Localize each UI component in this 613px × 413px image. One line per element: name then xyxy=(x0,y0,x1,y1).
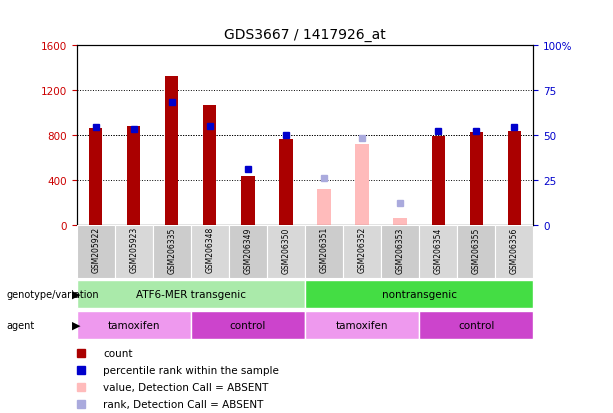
Bar xyxy=(229,225,267,279)
Bar xyxy=(470,133,483,225)
Text: GSM206356: GSM206356 xyxy=(510,227,519,273)
Bar xyxy=(115,225,153,279)
Text: GSM206354: GSM206354 xyxy=(433,227,443,273)
Text: control: control xyxy=(230,320,266,330)
Text: control: control xyxy=(458,320,495,330)
Text: ▶: ▶ xyxy=(72,289,80,299)
Bar xyxy=(77,280,305,308)
Bar xyxy=(127,126,140,225)
Text: GSM206353: GSM206353 xyxy=(395,227,405,273)
Bar xyxy=(419,311,533,339)
Text: agent: agent xyxy=(6,320,34,330)
Text: genotype/variation: genotype/variation xyxy=(6,289,99,299)
Bar xyxy=(419,225,457,279)
Text: nontransgenic: nontransgenic xyxy=(382,289,457,299)
Bar xyxy=(242,177,254,225)
Bar xyxy=(381,225,419,279)
Text: tamoxifen: tamoxifen xyxy=(336,320,388,330)
Text: GSM205923: GSM205923 xyxy=(129,227,138,273)
Text: ▶: ▶ xyxy=(72,320,80,330)
Bar xyxy=(508,132,521,225)
Text: value, Detection Call = ABSENT: value, Detection Call = ABSENT xyxy=(103,382,268,392)
Text: ATF6-MER transgenic: ATF6-MER transgenic xyxy=(136,289,246,299)
Bar xyxy=(280,140,292,225)
Bar xyxy=(153,225,191,279)
Text: GSM206349: GSM206349 xyxy=(243,227,253,273)
Text: GSM206348: GSM206348 xyxy=(205,227,215,273)
Bar xyxy=(77,225,115,279)
Bar xyxy=(165,77,178,225)
Text: GSM206355: GSM206355 xyxy=(472,227,481,273)
Bar xyxy=(203,106,216,225)
Bar xyxy=(457,225,495,279)
Bar xyxy=(343,225,381,279)
Text: GSM206335: GSM206335 xyxy=(167,227,177,273)
Text: tamoxifen: tamoxifen xyxy=(107,320,160,330)
Bar xyxy=(77,311,191,339)
Text: GSM206352: GSM206352 xyxy=(357,227,367,273)
Bar xyxy=(356,144,368,225)
Bar xyxy=(305,280,533,308)
Bar xyxy=(89,128,102,225)
Bar xyxy=(394,218,407,225)
Bar xyxy=(305,311,419,339)
Bar xyxy=(432,137,445,225)
Text: GSM206350: GSM206350 xyxy=(281,227,291,273)
Text: GSM205922: GSM205922 xyxy=(91,227,100,273)
Text: rank, Detection Call = ABSENT: rank, Detection Call = ABSENT xyxy=(103,399,264,409)
Text: GSM206351: GSM206351 xyxy=(319,227,329,273)
Title: GDS3667 / 1417926_at: GDS3667 / 1417926_at xyxy=(224,28,386,42)
Bar xyxy=(191,311,305,339)
Text: percentile rank within the sample: percentile rank within the sample xyxy=(103,366,279,375)
Bar xyxy=(318,189,330,225)
Text: count: count xyxy=(103,349,132,358)
Bar xyxy=(191,225,229,279)
Bar xyxy=(305,225,343,279)
Bar xyxy=(495,225,533,279)
Bar xyxy=(267,225,305,279)
